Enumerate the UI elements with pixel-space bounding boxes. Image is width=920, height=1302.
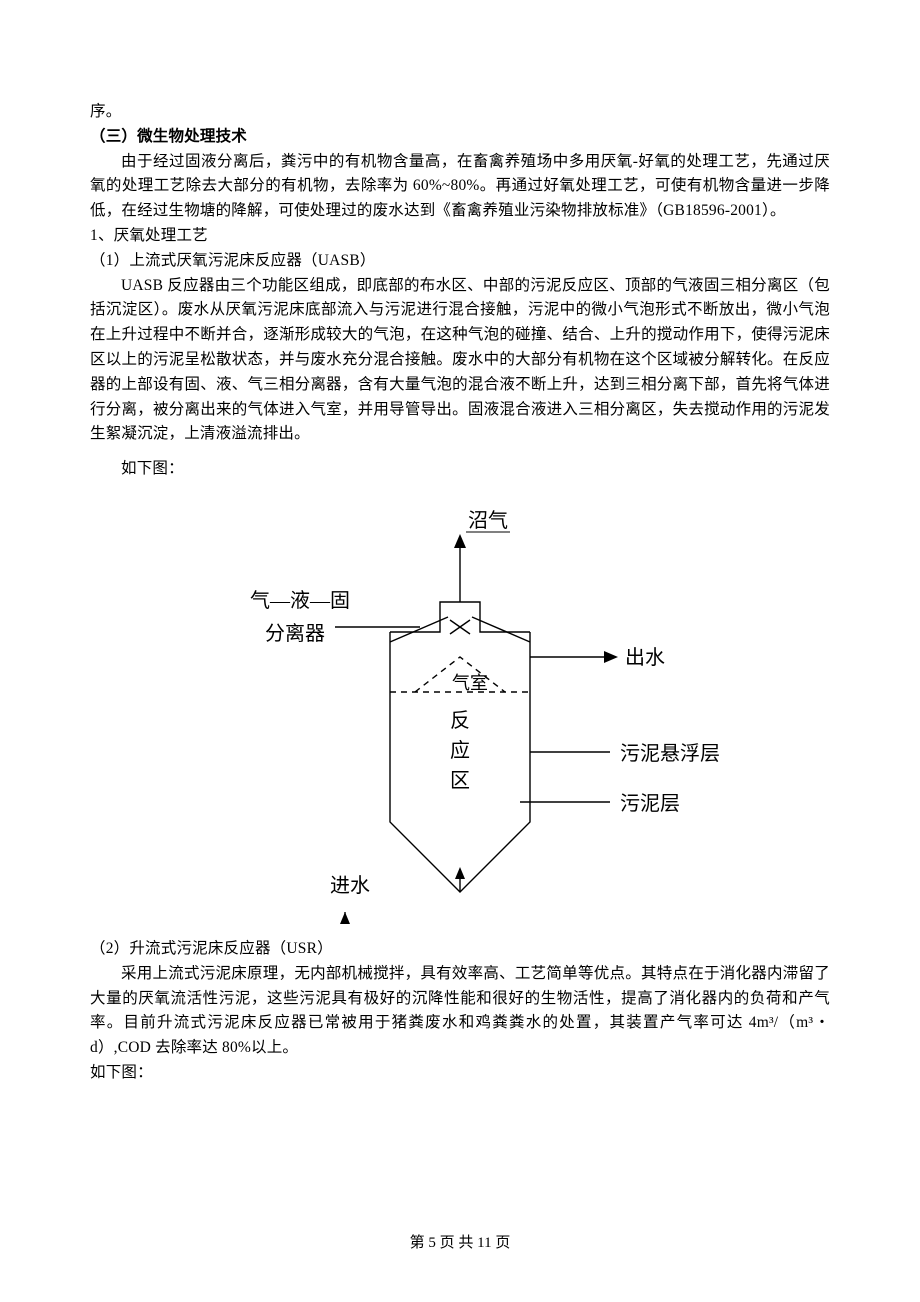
- svg-text:出水: 出水: [625, 646, 665, 669]
- body-text-continuation: 序。: [90, 100, 830, 125]
- paragraph-uasb: UASB 反应器由三个功能区组成，即底部的布水区、中部的污泥反应区、顶部的气液固…: [90, 274, 830, 448]
- svg-text:污泥悬浮层: 污泥悬浮层: [620, 742, 720, 765]
- svg-text:沼气: 沼气: [468, 509, 508, 532]
- svg-text:分离器: 分离器: [265, 622, 325, 645]
- uasb-diagram-container: 沼气气室 出水 气—液—固分离器反应区 污泥悬浮层污泥层进水: [90, 492, 830, 932]
- figure-caption-lead: 如下图：: [90, 457, 830, 482]
- svg-text:应: 应: [450, 739, 470, 762]
- svg-text:反: 反: [450, 709, 470, 732]
- list-item-1: 1、厌氧处理工艺: [90, 224, 830, 249]
- page-footer: 第 5 页 共 11 页: [0, 1231, 920, 1252]
- svg-text:污泥层: 污泥层: [620, 792, 680, 815]
- page-container: 序。 （三）微生物处理技术 由于经过固液分离后，粪污中的有机物含量高，在畜禽养殖…: [0, 0, 920, 1302]
- list-item-1-1: （1）上流式厌氧污泥床反应器（UASB）: [90, 249, 830, 274]
- section-heading-3: （三）微生物处理技术: [90, 125, 830, 150]
- list-item-1-2: （2）升流式污泥床反应器（USR）: [90, 937, 830, 962]
- svg-text:气室: 气室: [452, 673, 488, 693]
- paragraph-usr: 采用上流式污泥床原理，无内部机械搅拌，具有效率高、工艺简单等优点。其特点在于消化…: [90, 962, 830, 1061]
- paragraph-intro: 由于经过固液分离后，粪污中的有机物含量高，在畜禽养殖场中多用厌氧-好氧的处理工艺…: [90, 150, 830, 224]
- svg-text:区: 区: [450, 770, 470, 792]
- uasb-diagram: 沼气气室 出水 气—液—固分离器反应区 污泥悬浮层污泥层进水: [180, 492, 740, 932]
- svg-text:进水: 进水: [330, 874, 370, 897]
- figure-caption-lead-2: 如下图：: [90, 1061, 830, 1086]
- svg-text:气—液—固: 气—液—固: [250, 589, 350, 612]
